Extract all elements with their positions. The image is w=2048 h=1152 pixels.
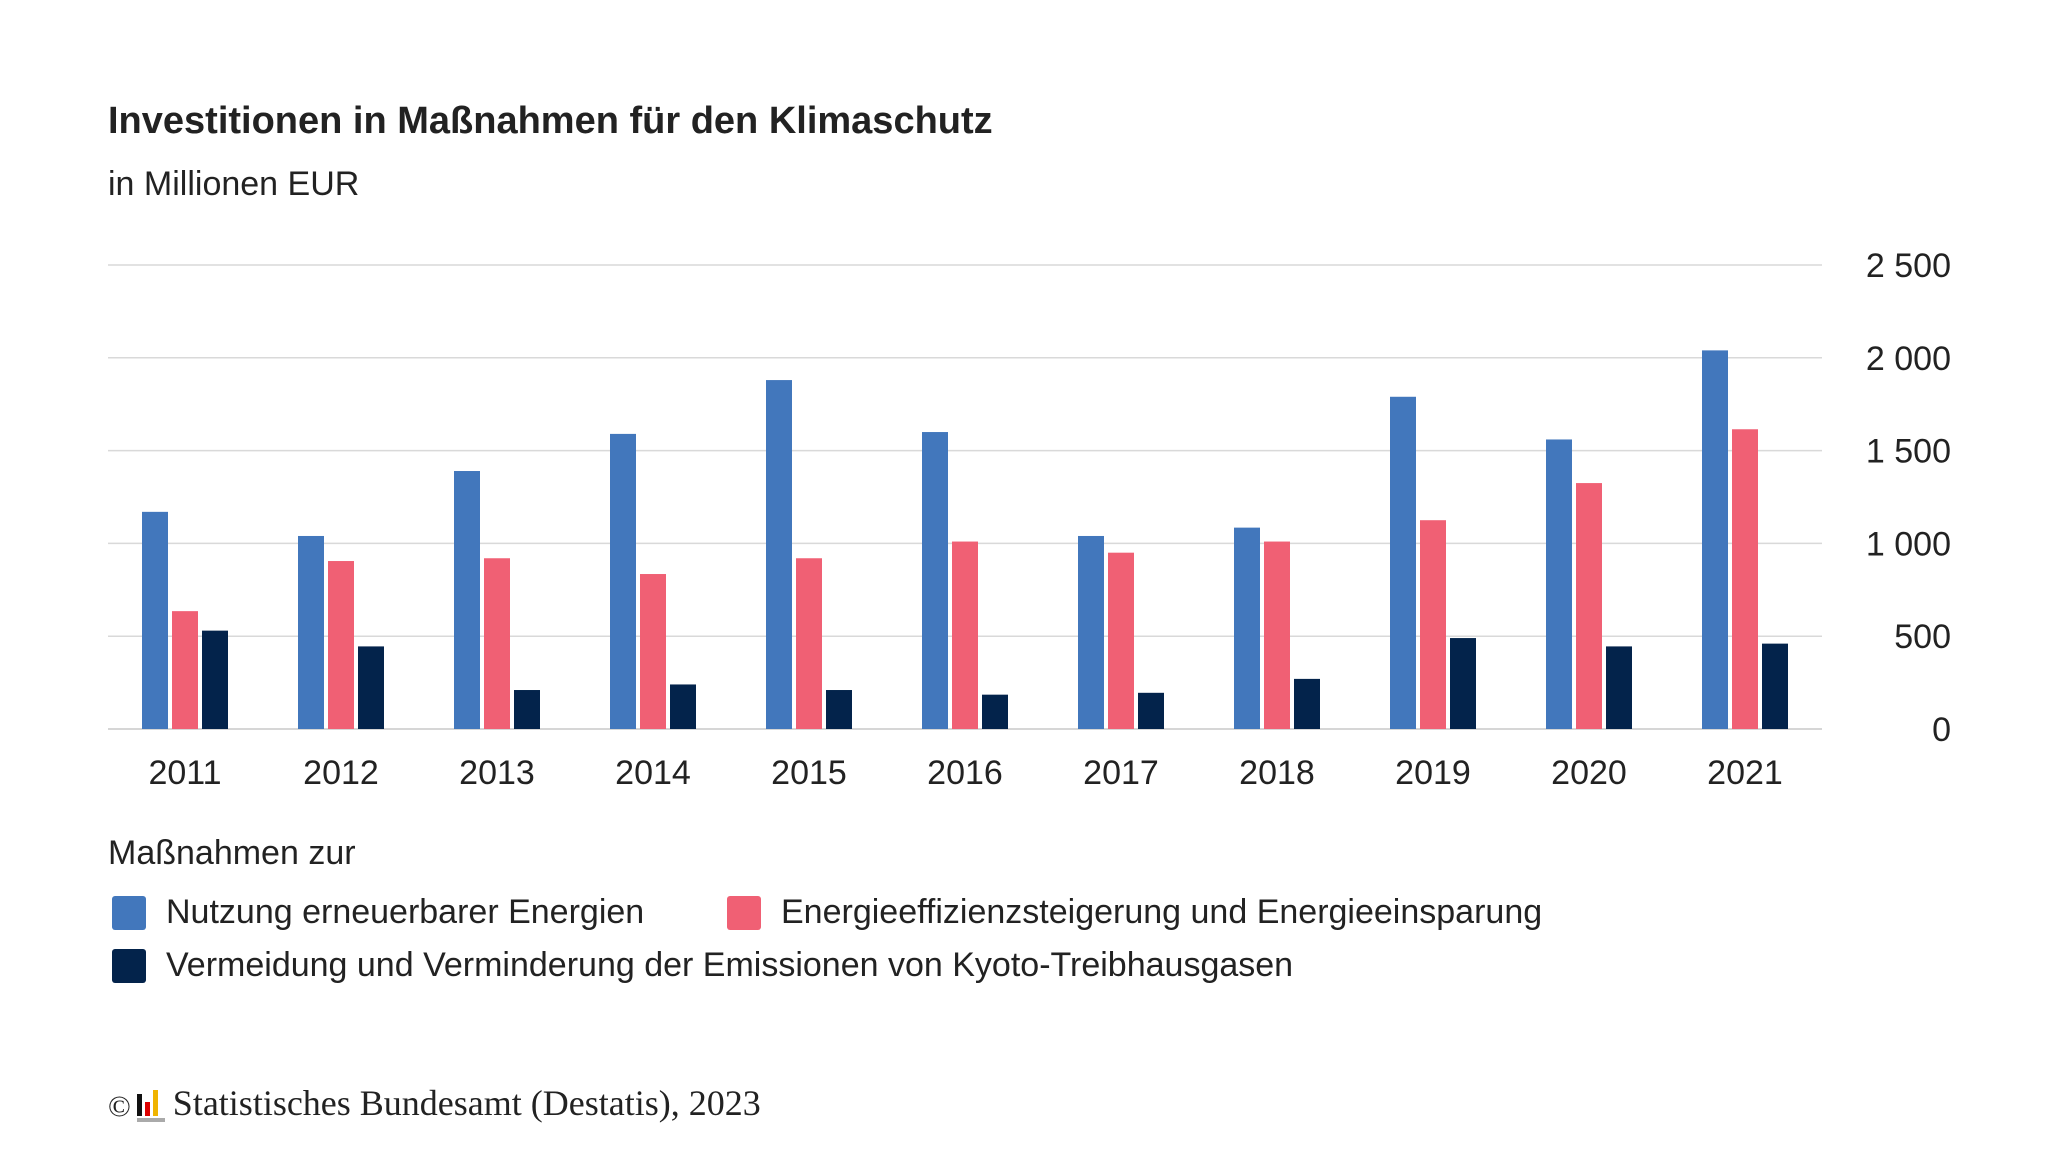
bar-2018-series-2 bbox=[1294, 678, 1320, 729]
y-tick-label: 500 bbox=[1894, 618, 1951, 656]
bar-2011-series-0 bbox=[142, 511, 168, 729]
bar-2014-series-1 bbox=[640, 574, 666, 729]
legend-swatch bbox=[112, 948, 146, 983]
bar-2015-series-1 bbox=[796, 558, 822, 729]
bar-2021-series-2 bbox=[1762, 643, 1788, 729]
copyright-symbol: © bbox=[108, 1090, 131, 1123]
bar-2013-series-0 bbox=[454, 471, 480, 729]
y-tick-label: 2 000 bbox=[1866, 340, 1951, 378]
chart-subtitle: in Millionen EUR bbox=[108, 165, 360, 203]
legend-item-renewables: Nutzung erneuerbarer Energien bbox=[112, 893, 644, 932]
y-tick-label: 0 bbox=[1932, 711, 1951, 749]
bar-2019-series-2 bbox=[1450, 638, 1476, 729]
bar-2016-series-2 bbox=[982, 694, 1008, 729]
bar-2018-series-0 bbox=[1234, 527, 1260, 729]
bar-2014-series-0 bbox=[610, 433, 636, 729]
y-tick-label: 2 500 bbox=[1866, 247, 1951, 285]
bar-2011-series-1 bbox=[172, 611, 198, 729]
bar-2017-series-1 bbox=[1108, 552, 1134, 729]
x-tick-label: 2013 bbox=[459, 754, 535, 792]
bar-2012-series-0 bbox=[298, 535, 324, 729]
y-tick-label: 1 500 bbox=[1866, 433, 1951, 471]
bar-2019-series-0 bbox=[1390, 396, 1416, 729]
x-tick-label: 2015 bbox=[771, 754, 847, 792]
x-tick-label: 2016 bbox=[927, 754, 1003, 792]
bar-2020-series-0 bbox=[1546, 439, 1572, 729]
destatis-logo-icon bbox=[136, 1090, 165, 1122]
legend-item-efficiency: Energieeffizienzsteigerung und Energieei… bbox=[727, 893, 1542, 932]
bar-2015-series-2 bbox=[826, 690, 852, 729]
bar-2019-series-1 bbox=[1420, 520, 1446, 729]
source-footer: © Statistisches Bundesamt (Destatis), 20… bbox=[108, 1082, 761, 1124]
legend-label: Nutzung erneuerbarer Energien bbox=[166, 893, 645, 931]
x-tick-label: 2014 bbox=[615, 754, 691, 792]
x-tick-label: 2017 bbox=[1083, 754, 1159, 792]
x-tick-label: 2021 bbox=[1707, 754, 1783, 792]
y-tick-label: 1 000 bbox=[1866, 525, 1951, 563]
x-tick-label: 2020 bbox=[1551, 754, 1627, 792]
legend-swatch bbox=[727, 895, 761, 930]
bar-2013-series-1 bbox=[484, 558, 510, 729]
bar-2017-series-0 bbox=[1078, 535, 1104, 729]
bar-2011-series-2 bbox=[202, 630, 228, 729]
chart-title: Investitionen in Maßnahmen für den Klima… bbox=[108, 100, 993, 142]
x-tick-label: 2018 bbox=[1239, 754, 1315, 792]
x-tick-label: 2019 bbox=[1395, 754, 1471, 792]
bar-2020-series-2 bbox=[1606, 646, 1632, 729]
bar-2020-series-1 bbox=[1576, 483, 1602, 729]
legend-title: Maßnahmen zur bbox=[108, 834, 356, 872]
x-tick-label: 2012 bbox=[303, 754, 379, 792]
bar-2012-series-2 bbox=[358, 646, 384, 729]
bar-2015-series-0 bbox=[766, 380, 792, 729]
legend-label: Vermeidung und Verminderung der Emission… bbox=[166, 946, 1294, 984]
bar-2014-series-2 bbox=[670, 684, 696, 729]
legend-label: Energieeffizienzsteigerung und Energieei… bbox=[781, 893, 1543, 931]
source-text: Statistisches Bundesamt (Destatis), 2023 bbox=[172, 1083, 761, 1123]
bar-2016-series-1 bbox=[952, 541, 978, 729]
bar-2012-series-1 bbox=[328, 561, 354, 729]
bar-2021-series-0 bbox=[1702, 350, 1728, 729]
bar-2016-series-0 bbox=[922, 432, 948, 729]
bar-2018-series-1 bbox=[1264, 541, 1290, 729]
bar-2021-series-1 bbox=[1732, 429, 1758, 729]
bar-2013-series-2 bbox=[514, 690, 540, 729]
bar-2017-series-2 bbox=[1138, 692, 1164, 729]
legend-swatch bbox=[112, 895, 146, 930]
x-tick-label: 2011 bbox=[148, 754, 221, 792]
legend-item-emissions: Vermeidung und Verminderung der Emission… bbox=[112, 946, 1293, 985]
